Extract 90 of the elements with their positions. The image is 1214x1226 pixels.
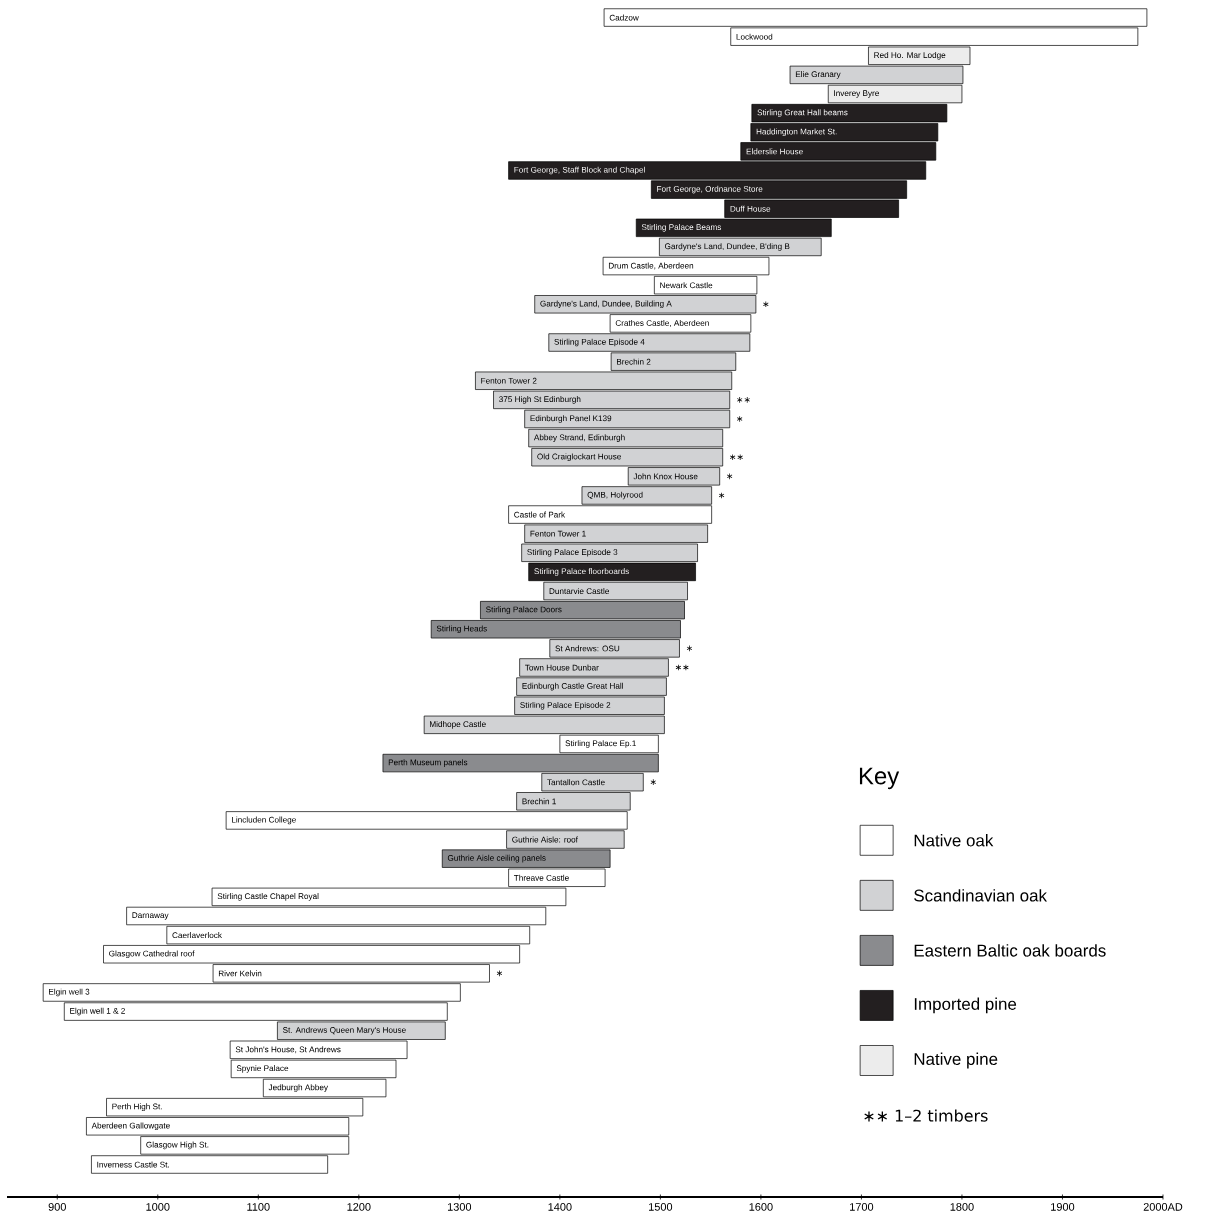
y-tick-label: Town House Dunbar	[525, 664, 599, 671]
y-tick-label: Darnaway	[132, 912, 169, 920]
y-tick-label: 375 High St Edinburgh	[499, 396, 581, 404]
annotation: ∗	[650, 779, 656, 785]
x-tick-label: 1800	[950, 1203, 974, 1211]
y-tick-label: Duff House	[730, 205, 771, 212]
y-tick-label: Glasgow High St.	[146, 1141, 209, 1150]
x-tick-label: 1900	[1051, 1203, 1075, 1211]
x-tick-label: 1200	[347, 1203, 371, 1211]
y-tick-label: St Andrews: OSU	[555, 645, 620, 652]
y-tick-label: Crathes Castle, Aberdeen	[615, 319, 709, 327]
y-tick-label: Gardyne's Land, Dundee, Building A	[540, 300, 672, 309]
y-tick-label: Perth High St.	[112, 1103, 162, 1111]
y-tick-label: Cadzow	[609, 14, 639, 21]
y-tick-label: Fenton Tower 1	[530, 530, 586, 537]
y-tick-label: Stirling Palace Doors	[486, 606, 562, 614]
legend-label: Imported pine	[914, 997, 1017, 1014]
y-tick-label: Stirling Palace floorboards	[534, 568, 629, 576]
x-tick-label: 1100	[247, 1203, 270, 1211]
legend-label: Eastern Baltic oak boards	[914, 944, 1106, 957]
y-tick-label: Stirling Palace Episode 2	[520, 701, 611, 710]
x-tick-label: 900	[48, 1203, 66, 1211]
y-tick-label: Guthrie Aisle ceiling panels	[447, 854, 546, 863]
x-tick-label: 2000AD	[1143, 1203, 1183, 1211]
annotation: ∗	[727, 473, 733, 480]
y-tick-label: Newark Castle	[660, 282, 713, 289]
legend-label: Scandinavian oak	[914, 889, 1048, 902]
y-tick-label: Edinburgh Castle Great Hall	[522, 682, 623, 691]
legend-label: Native pine	[914, 1052, 998, 1069]
y-tick-label: Elgin well 1 & 2	[70, 1007, 125, 1016]
y-tick-label: Stirling Great Hall beams	[757, 109, 848, 117]
y-tick-label: Lincluden College	[232, 816, 296, 825]
y-tick-label: Brechin 1	[522, 798, 556, 805]
y-tick-label: Drum Castle, Aberdeen	[608, 262, 694, 270]
y-tick-label: Elderslie House	[746, 148, 803, 155]
annotation: ∗	[496, 970, 503, 977]
y-tick-label: Fort George, Ordnance Store	[657, 185, 763, 194]
y-tick-label: Guthrie Aisle: roof	[512, 836, 578, 843]
annotation: ∗∗	[675, 664, 689, 671]
y-tick-label: Red Ho. Mar Lodge	[874, 51, 946, 60]
y-tick-label: Tantallon Castle	[547, 779, 605, 786]
y-tick-label: St John's House, St Andrews	[235, 1046, 341, 1054]
y-tick-label: St. Andrews Queen Mary's House	[282, 1026, 406, 1035]
y-tick-label: Threave Castle	[514, 874, 569, 881]
y-tick-label: Fenton Tower 2	[481, 377, 537, 384]
y-tick-label: Stirling Palace Ep.1	[565, 740, 636, 748]
x-tick-label: 1300	[448, 1203, 472, 1211]
annotation: ∗	[686, 645, 693, 652]
annotation: ∗∗ 1–2 timbers	[864, 1109, 988, 1122]
y-tick-label: Elie Granary	[795, 71, 841, 79]
y-tick-label: Jedburgh Abbey	[268, 1084, 328, 1092]
y-tick-label: Haddington Market St.	[756, 128, 837, 137]
y-tick-label: Stirling Heads	[436, 625, 487, 634]
y-tick-label: Stirling Palace Episode 3	[527, 548, 618, 557]
y-tick-label: River Kelvin	[218, 970, 262, 977]
y-tick-label: Stirling Palace Episode 4	[554, 338, 645, 347]
y-tick-label: Abbey Strand, Edinburgh	[533, 434, 625, 442]
y-tick-label: John Knox House	[633, 473, 698, 480]
annotation: ∗∗	[737, 397, 750, 403]
y-tick-label: QMB, Holyrood	[587, 491, 643, 500]
y-tick-label: Inverey Byre	[834, 90, 879, 98]
y-tick-label: Elgin well 3	[49, 988, 90, 997]
y-tick-label: Perth Museum panels	[388, 759, 468, 767]
y-tick-label: Spynie Palace	[236, 1065, 289, 1073]
legend-title: Key	[859, 767, 900, 790]
y-tick-label: Duntarvie Castle	[549, 588, 610, 595]
legend-label: Native oak	[914, 834, 994, 847]
y-tick-label: Caerlaverlock	[172, 932, 222, 939]
y-tick-label: Stirling Palace Beams	[641, 224, 722, 232]
y-tick-label: Brechin 2	[617, 358, 651, 365]
y-tick-label: Lockwood	[736, 33, 773, 40]
x-tick-label: 1400	[548, 1203, 572, 1211]
x-tick-label: 1500	[649, 1203, 673, 1211]
y-tick-label: Inverness Castle St.	[97, 1161, 169, 1168]
y-tick-label: Fort George, Staff Block and Chapel	[514, 166, 645, 175]
y-tick-label: Midhope Castle	[430, 721, 486, 729]
y-tick-label: Aberdeen Gallowgate	[91, 1122, 170, 1131]
x-tick-label: 1000	[146, 1203, 170, 1211]
y-tick-label: Stirling Castle Chapel Royal	[217, 893, 319, 901]
annotation: ∗	[737, 416, 743, 422]
annotation: ∗	[719, 492, 725, 499]
annotation: ∗∗	[730, 454, 743, 461]
y-tick-label: Old Craiglockart House	[537, 453, 622, 462]
y-tick-label: Gardyne's Land, Dundee, B'ding B	[665, 243, 790, 251]
y-tick-label: Glasgow Cathedral roof	[109, 950, 195, 959]
x-tick-label: 1700	[850, 1203, 874, 1211]
annotation: ∗	[763, 301, 769, 308]
y-tick-label: Castle of Park	[514, 511, 566, 518]
y-tick-label: Edinburgh Panel K139	[530, 415, 612, 423]
x-tick-label: 1600	[749, 1203, 773, 1211]
